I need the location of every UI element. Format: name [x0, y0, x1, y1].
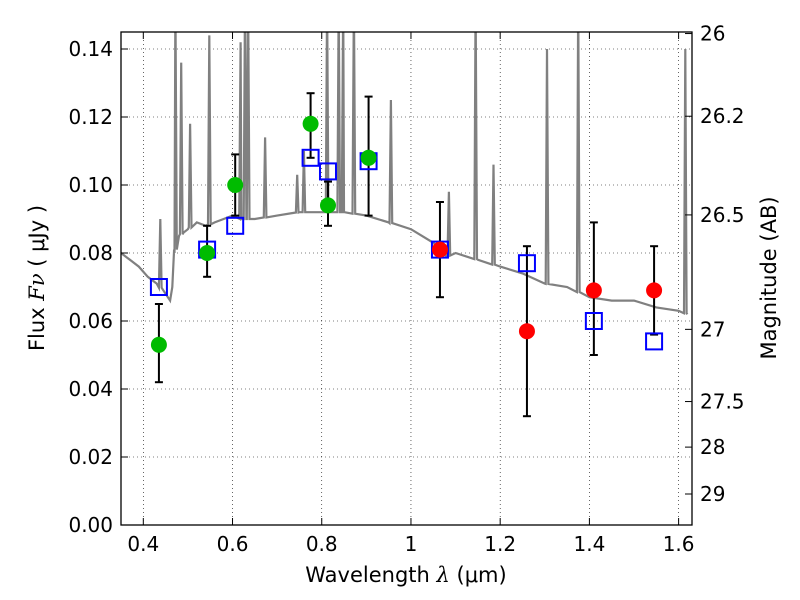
green-data-point — [199, 245, 216, 261]
x-axis-label: Wavelength λ (μm) — [305, 563, 506, 587]
red-data-point — [431, 241, 448, 258]
y-tick-label: 0.02 — [68, 445, 113, 469]
plot-area — [121, 32, 692, 525]
y-tick-label: 0.04 — [68, 377, 113, 401]
model-photometry-square — [301, 148, 320, 167]
y2-axis-label: Magnitude (AB) — [757, 196, 781, 359]
y2-tick-label: 26.5 — [700, 203, 745, 227]
model-sed-layer — [121, 32, 689, 316]
model-photometry-square — [318, 162, 337, 181]
x-tick-label: 1.2 — [484, 532, 516, 556]
green-data-point — [360, 149, 377, 166]
y2-tick-label: 26 — [700, 22, 725, 46]
x-tick-label: 0.8 — [306, 532, 338, 556]
model-photometry-square — [645, 332, 664, 351]
green-data-point — [150, 336, 167, 353]
plot-frame — [120, 31, 693, 526]
x-tick-label: 1.4 — [573, 532, 605, 556]
y-tick-label: 0.00 — [68, 513, 113, 537]
green-data-point — [302, 115, 319, 132]
axis-ticks: 0.4 0.6 0.8 1 1.2 1.4 1.6 0.00 0.02 0.04 0.06 0.08 0… — [68, 22, 744, 556]
y2-tick-label: 29 — [700, 482, 725, 506]
y-axis-label: Flux Fν ( μJy ) — [25, 205, 49, 351]
y-tick-label: 0.10 — [68, 173, 113, 197]
y-tick-label: 0.08 — [68, 241, 113, 265]
model-photometry-square — [584, 312, 603, 330]
model-photometry-square — [149, 278, 168, 296]
x-tick-label: 0.6 — [217, 532, 249, 556]
green-data-point — [227, 177, 244, 193]
red-data-point — [585, 282, 602, 299]
y2-tick-label: 27.5 — [700, 390, 745, 414]
y-tick-label: 0.14 — [68, 37, 113, 61]
y-tick-label: 0.12 — [68, 105, 113, 129]
model-photometry-square — [226, 216, 245, 235]
model-photometry-square — [517, 254, 536, 273]
y2-tick-label: 27 — [700, 317, 725, 341]
x-tick-label: 1 — [405, 532, 418, 556]
y2-tick-label: 26.2 — [700, 104, 745, 128]
y-tick-label: 0.06 — [68, 309, 113, 333]
red-data-point — [646, 282, 663, 299]
model-sed-line — [121, 32, 689, 316]
y2-tick-label: 28 — [700, 435, 725, 459]
red-data-point — [518, 323, 535, 340]
green-data-point — [319, 197, 336, 214]
x-tick-label: 0.4 — [127, 532, 159, 556]
x-tick-label: 1.6 — [663, 532, 695, 556]
observed-points-layer — [150, 115, 663, 353]
